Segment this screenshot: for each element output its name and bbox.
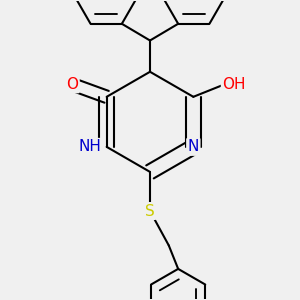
Text: NH: NH [78, 140, 101, 154]
Text: OH: OH [222, 77, 246, 92]
Text: O: O [66, 77, 78, 92]
Text: S: S [145, 203, 155, 218]
Text: N: N [188, 140, 199, 154]
